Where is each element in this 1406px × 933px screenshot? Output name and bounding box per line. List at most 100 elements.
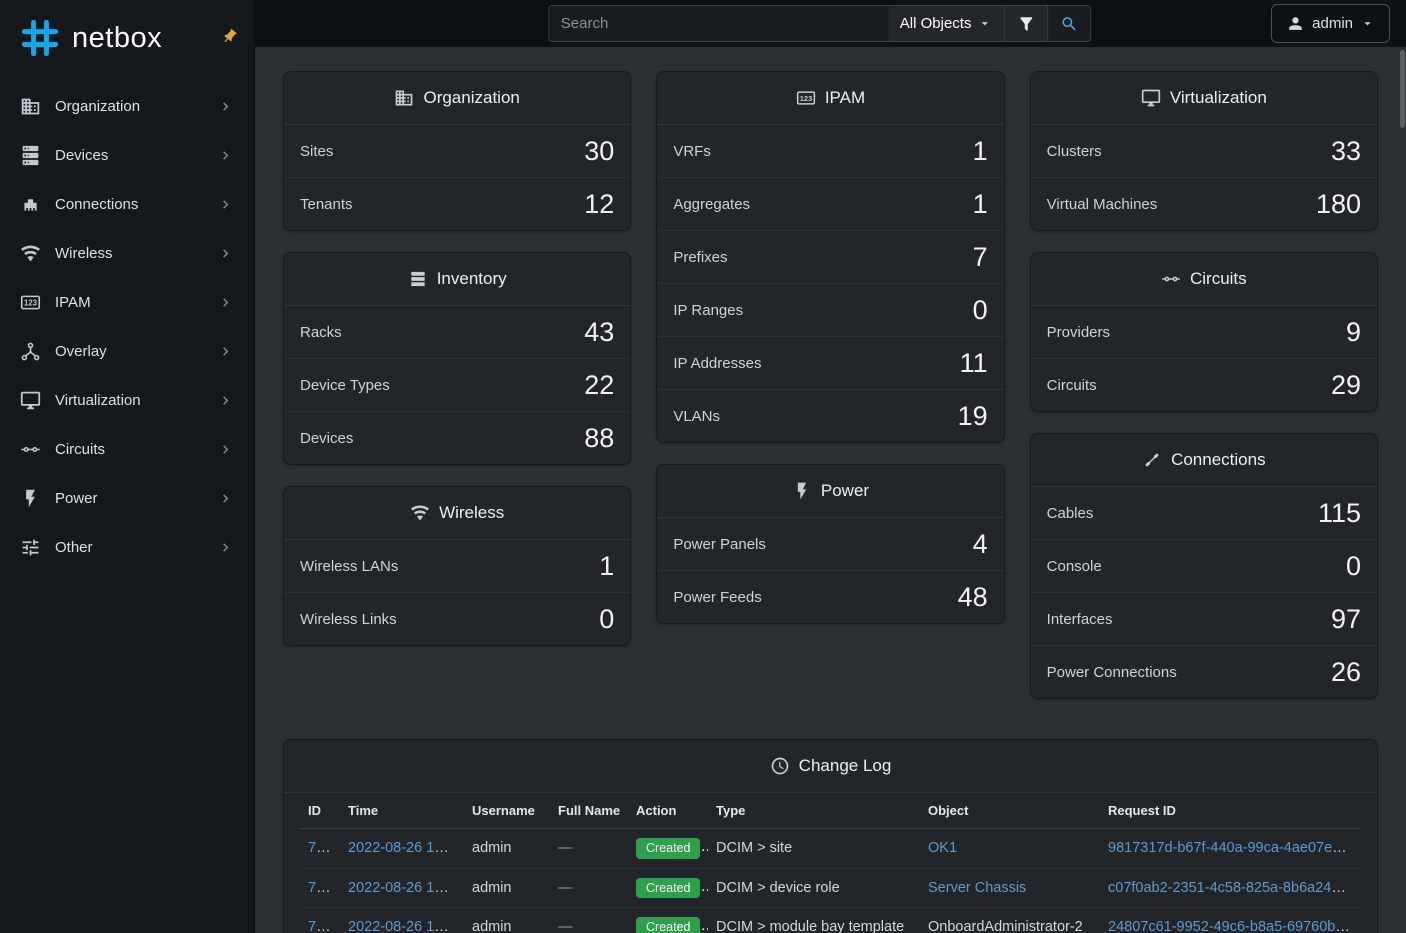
stat-value[interactable]: 48 [957, 582, 988, 612]
stat-label: VLANs [673, 407, 721, 425]
stat-value[interactable]: 30 [584, 136, 615, 166]
stat-value[interactable]: 180 [1315, 189, 1361, 219]
sidebar-item-devices[interactable]: Devices [0, 131, 254, 180]
stat-row-prefixes: Prefixes 7 [657, 231, 1004, 284]
sidebar-item-power[interactable]: Power [0, 474, 254, 523]
card-title: Change Log [798, 756, 892, 775]
stat-row-device-types: Device Types 22 [284, 359, 631, 412]
stat-value[interactable]: 11 [959, 348, 988, 378]
stat-value[interactable]: 43 [584, 317, 615, 347]
dashboard: Organization Sites 30 Tenants 12 [255, 47, 1406, 933]
sidebar-item-ipam[interactable]: IPAM [0, 278, 254, 327]
card-header: Circuits [1030, 253, 1377, 306]
card-wireless: Wireless Wireless LANs 1 Wireless Links … [283, 486, 632, 646]
changelog-request-id-link[interactable]: 9817317d-b67f-440a-99ca-4ae07ede94df [1108, 840, 1361, 857]
sidebar-item-other[interactable]: Other [0, 523, 254, 572]
building-icon [394, 88, 414, 108]
card-inventory: Inventory Racks 43 Device Types 22 Devic… [283, 252, 632, 465]
table-row: 753 2022-08-26 14:15 admin — Created DCI… [300, 907, 1361, 933]
main-area: All Objects admin [255, 0, 1406, 933]
stat-label: Racks [300, 323, 342, 341]
brand[interactable]: netbox [0, 0, 254, 72]
monitor-icon [20, 390, 41, 411]
stat-value[interactable]: 1 [972, 189, 988, 219]
changelog-type: DCIM > module bay template [708, 907, 920, 933]
card-circuits: Circuits Providers 9 Circuits 29 [1029, 252, 1378, 412]
chevron-right-icon [217, 147, 234, 164]
stat-value[interactable]: 1 [972, 136, 988, 166]
stat-value[interactable]: 19 [957, 401, 988, 431]
stat-value[interactable]: 0 [599, 604, 615, 634]
changelog-full-name: — [550, 868, 628, 908]
user-menu: admin [1271, 4, 1390, 43]
stat-value[interactable]: 0 [1345, 551, 1361, 581]
counter-icon [20, 292, 41, 313]
stat-value[interactable]: 97 [1330, 604, 1361, 634]
stat-label: IP Ranges [673, 301, 744, 319]
stat-value[interactable]: 88 [584, 423, 615, 453]
stat-value[interactable]: 29 [1330, 370, 1361, 400]
card-connections: Connections Cables 115 Console 0 Interfa… [1029, 433, 1378, 699]
chevron-right-icon [217, 441, 234, 458]
stat-value[interactable]: 33 [1330, 136, 1361, 166]
chevron-right-icon [217, 98, 234, 115]
stat-value[interactable]: 4 [972, 529, 988, 559]
pin-sidebar-icon[interactable] [218, 25, 242, 49]
stat-value[interactable]: 115 [1317, 498, 1361, 528]
sidebar-item-label: Devices [55, 147, 109, 164]
changelog-time-link[interactable]: 2022-08-26 14:17 [348, 879, 463, 896]
filter-button[interactable] [1005, 5, 1049, 42]
wifi-icon [410, 503, 430, 523]
stat-row-wireless-links: Wireless Links 0 [284, 593, 630, 645]
changelog-time-link[interactable]: 2022-08-26 14:15 [348, 919, 463, 933]
stat-value[interactable]: 0 [972, 295, 988, 325]
stat-row-power-feeds: Power Feeds 48 [657, 571, 1003, 623]
card-header: Inventory [284, 253, 631, 306]
search-submit-button[interactable] [1048, 5, 1092, 42]
sidebar-item-connections[interactable]: Connections [0, 180, 254, 229]
sidebar-item-label: Other [55, 539, 93, 556]
card-title: Power [820, 481, 870, 500]
changelog-object-link[interactable]: Server Chassis [928, 879, 1027, 896]
sidebar-item-organization[interactable]: Organization [0, 82, 254, 131]
card-change-log: Change Log ID Time Username [283, 739, 1378, 933]
status-badge: Created [636, 838, 701, 859]
card-title: Connections [1171, 450, 1266, 469]
card-header: Wireless [284, 487, 631, 540]
sidebar: netbox Organization Devices Connections [0, 0, 255, 933]
changelog-request-id-link[interactable]: c07f0ab2-2351-4c58-825a-8b6a2425a1ab [1108, 879, 1361, 896]
table-row: 755 2022-08-26 14:22 admin — Created DCI… [300, 828, 1361, 869]
sidebar-item-overlay[interactable]: Overlay [0, 327, 254, 376]
wifi-icon [20, 243, 41, 264]
stat-value[interactable]: 1 [599, 551, 615, 581]
stat-value[interactable]: 9 [1345, 317, 1361, 347]
changelog-request-id-link[interactable]: 24807c61-9952-49c6-b8a5-69760bfcc4b3 [1108, 919, 1361, 933]
stat-value[interactable]: 26 [1330, 657, 1361, 687]
stat-value[interactable]: 7 [972, 242, 988, 272]
cable-icon [1142, 450, 1162, 470]
stat-row-devices: Devices 88 [284, 412, 630, 464]
stat-value[interactable]: 12 [584, 189, 615, 219]
stat-row-providers: Providers 9 [1030, 306, 1377, 359]
stat-value[interactable]: 22 [584, 370, 615, 400]
search-input[interactable] [547, 5, 888, 42]
scrollbar[interactable] [1400, 50, 1405, 128]
chevron-right-icon [217, 294, 234, 311]
stat-row-vlans: VLANs 19 [657, 390, 1003, 442]
sidebar-item-circuits[interactable]: Circuits [0, 425, 254, 474]
server-icon [20, 145, 41, 166]
changelog-object-link[interactable]: OK1 [928, 840, 958, 857]
stat-row-tenants: Tenants 12 [284, 178, 630, 230]
user-dropdown-button[interactable]: admin [1271, 4, 1390, 43]
col-header-action: Action [628, 793, 708, 829]
changelog-id-link[interactable]: 754 [308, 879, 333, 896]
changelog-id-link[interactable]: 753 [308, 919, 333, 933]
stat-label: Console [1046, 557, 1102, 575]
card-title: Wireless [439, 503, 505, 522]
sidebar-item-virtualization[interactable]: Virtualization [0, 376, 254, 425]
sidebar-item-wireless[interactable]: Wireless [0, 229, 254, 278]
object-type-dropdown[interactable]: All Objects [887, 5, 1006, 42]
changelog-id-link[interactable]: 755 [308, 840, 333, 857]
changelog-time-link[interactable]: 2022-08-26 14:22 [348, 840, 463, 857]
